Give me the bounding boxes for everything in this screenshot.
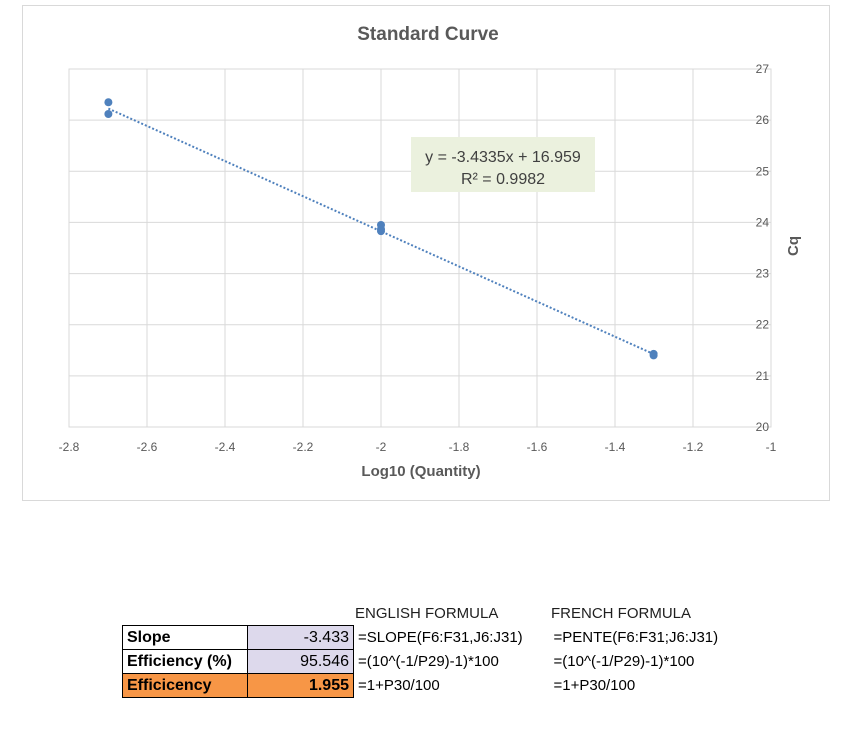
y-tick-label: 26 [756,113,770,127]
row-value[interactable]: 95.546 [247,649,354,674]
data-point [377,227,385,236]
y-tick-label: 27 [756,62,770,76]
row-label: Efficicency [122,673,248,698]
y-tick-label: 23 [756,267,770,281]
equation-label: y = -3.4335x + 16.959 [425,149,581,166]
y-tick-label: 25 [756,164,770,178]
data-point [104,110,113,119]
y-axis-label: Cq [785,236,802,256]
chart-area: -2.8 -2.6 -2.4 -2.2 -2 -1.8 -1.6 -1.4 -1.2 -1 20 21… [22,5,830,501]
grid-layer [68,68,772,428]
french-formula: =PENTE(F6:F31;J6:J31) [553,629,719,646]
x-tick-label: -2.8 [59,440,80,454]
row-value[interactable]: -3.433 [247,625,354,650]
french-formula: =(10^(-1/P29)-1)*100 [553,653,695,670]
y-tick-label: 20 [756,420,770,434]
french-formula-header: FRENCH FORMULA [551,605,692,622]
row-value[interactable]: 1.955 [247,673,354,698]
x-tick-label: -2 [376,440,387,454]
row-label: Slope [122,625,248,650]
x-tick-label: -1.4 [605,440,626,454]
point-layer [104,98,658,360]
x-tick-label: -1.8 [449,440,470,454]
standard-curve-chart: -2.8 -2.6 -2.4 -2.2 -2 -1.8 -1.6 -1.4 -1.2 -1 20 21… [59,24,802,480]
x-tick-label: -2.2 [293,440,314,454]
x-tick-label: -1.6 [527,440,548,454]
row-label: Efficiency (%) [122,649,248,674]
english-formula: =SLOPE(F6:F31,J6:J31) [358,629,523,646]
x-tick-label: -1 [766,440,777,454]
x-axis-label: Log10 (Quantity) [361,463,480,480]
table-row-efficiency-percent: Efficiency (%) 95.546 =(10^(-1/P29)-1)*1… [122,649,723,674]
calculation-table: Slope -3.433 =SLOPE(F6:F31,J6:J31) =PENT… [122,625,723,698]
x-tick-label: -2.4 [215,440,236,454]
table-row-efficiency: Efficicency 1.955 =1+P30/100 =1+P30/100 [122,673,723,698]
chart-title: Standard Curve [357,24,498,45]
x-tick-label: -2.6 [137,440,158,454]
annotation-box [411,137,595,192]
y-tick-label: 21 [756,369,770,383]
english-formula: =1+P30/100 [358,677,440,694]
y-tick-label: 22 [756,318,770,332]
english-formula: =(10^(-1/P29)-1)*100 [358,653,499,670]
french-formula: =1+P30/100 [553,677,636,694]
r-squared-label: R² = 0.9982 [461,171,545,188]
data-point [649,351,658,360]
data-point [104,98,113,107]
table-row-slope: Slope -3.433 =SLOPE(F6:F31,J6:J31) =PENT… [122,625,723,650]
x-tick-label: -1.2 [683,440,704,454]
tick-layer: -2.8 -2.6 -2.4 -2.2 -2 -1.8 -1.6 -1.4 -1.2 -1 20 21… [59,62,777,454]
y-tick-label: 24 [756,215,770,229]
trendline-annotation: y = -3.4335x + 16.959 R² = 0.9982 [411,137,595,192]
english-formula-header: ENGLISH FORMULA [355,605,499,622]
